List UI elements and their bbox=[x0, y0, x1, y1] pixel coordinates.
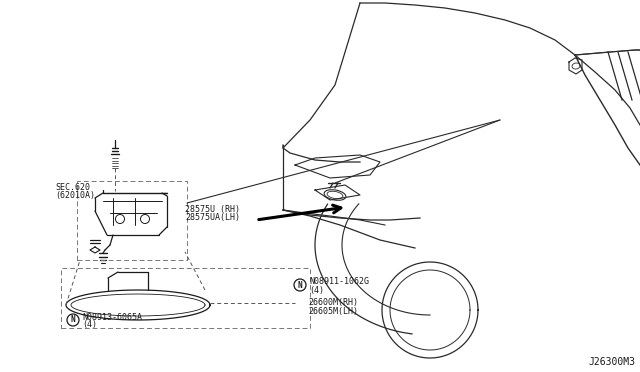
Text: N: N bbox=[298, 280, 302, 289]
Text: J26300M3: J26300M3 bbox=[588, 357, 635, 367]
Text: SEC.620: SEC.620 bbox=[55, 183, 90, 192]
Circle shape bbox=[294, 279, 306, 291]
Circle shape bbox=[67, 314, 79, 326]
Text: N08913-6065A: N08913-6065A bbox=[82, 312, 142, 321]
Text: 26600M(RH): 26600M(RH) bbox=[308, 298, 358, 307]
Text: 28575U (RH): 28575U (RH) bbox=[185, 205, 240, 214]
Text: (4): (4) bbox=[82, 321, 97, 330]
Text: 26605M(LH): 26605M(LH) bbox=[308, 307, 358, 316]
Text: N08911-1062G: N08911-1062G bbox=[309, 278, 369, 286]
Text: (4): (4) bbox=[309, 285, 324, 295]
Text: (62010A): (62010A) bbox=[55, 191, 95, 200]
Text: N: N bbox=[70, 315, 76, 324]
Text: 28575UA(LH): 28575UA(LH) bbox=[185, 213, 240, 222]
